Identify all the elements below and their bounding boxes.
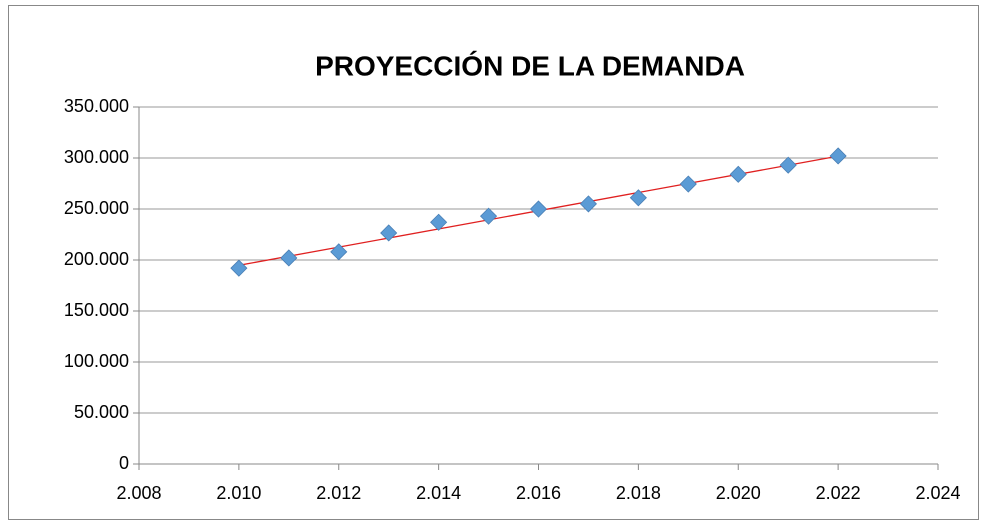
y-tick-label: 100.000 bbox=[64, 351, 129, 371]
marker bbox=[529, 200, 548, 218]
y-tick-label: 200.000 bbox=[64, 249, 129, 269]
x-tick-label: 2.008 bbox=[116, 483, 161, 503]
marker bbox=[230, 259, 248, 277]
marker bbox=[430, 213, 448, 231]
x-tick-label: 2.012 bbox=[316, 483, 361, 503]
x-tick-label: 2.010 bbox=[216, 483, 261, 503]
x-tick-label: 2.016 bbox=[516, 483, 561, 503]
y-tick-label: 350.000 bbox=[64, 96, 129, 116]
y-tick-label: 0 bbox=[119, 453, 129, 473]
marker bbox=[479, 207, 498, 225]
marker bbox=[679, 175, 697, 193]
y-tick-label: 150.000 bbox=[64, 300, 129, 320]
marker bbox=[280, 249, 298, 267]
y-tick-label: 250.000 bbox=[64, 198, 129, 218]
x-tick-label: 2.022 bbox=[816, 483, 861, 503]
x-tick-label: 2.020 bbox=[716, 483, 761, 503]
chart-border bbox=[8, 5, 979, 520]
marker bbox=[779, 156, 797, 174]
x-tick-label: 2.018 bbox=[616, 483, 661, 503]
marker bbox=[629, 189, 647, 207]
marker bbox=[829, 147, 847, 165]
y-tick-label: 50.000 bbox=[74, 402, 129, 422]
y-tick-label: 300.000 bbox=[64, 147, 129, 167]
marker bbox=[579, 195, 598, 213]
x-tick-label: 2.014 bbox=[416, 483, 461, 503]
x-tick-label: 2.024 bbox=[915, 483, 960, 503]
marker bbox=[330, 243, 348, 261]
marker bbox=[380, 224, 398, 242]
marker bbox=[729, 165, 747, 183]
chart-title: PROYECCIÓN DE LA DEMANDA bbox=[315, 50, 745, 81]
